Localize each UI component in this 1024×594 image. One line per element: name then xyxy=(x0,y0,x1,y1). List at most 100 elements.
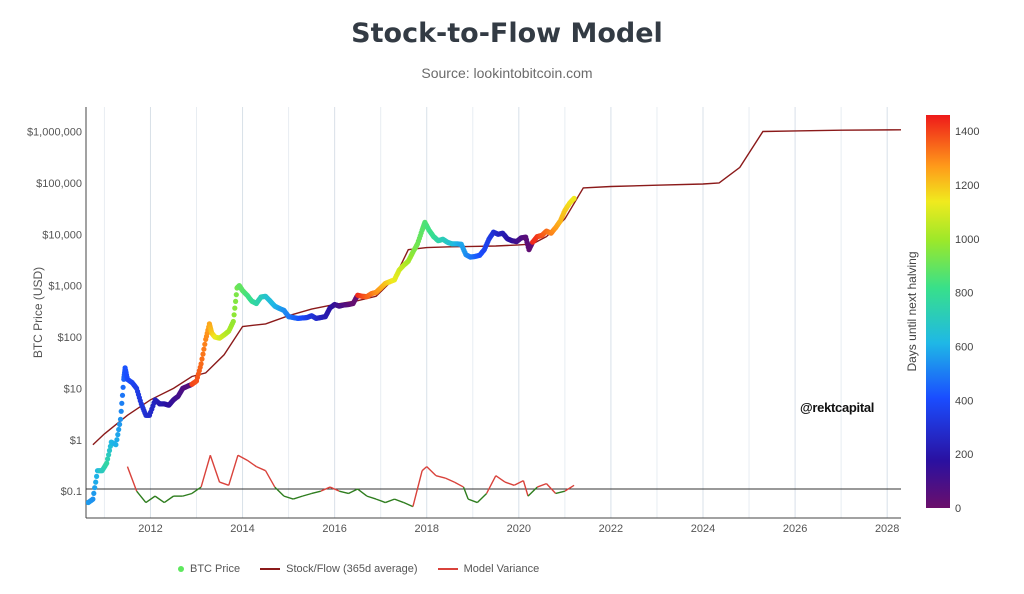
btc-price-point xyxy=(200,351,206,357)
watermark-label: @rektcapital xyxy=(800,400,875,415)
btc-price-point xyxy=(233,298,239,304)
btc-price-point xyxy=(105,456,111,462)
model-variance-segment xyxy=(357,488,368,497)
btc-price-point xyxy=(104,460,110,466)
y-tick-label: $100,000 xyxy=(36,178,82,190)
model-variance-segment xyxy=(154,495,165,504)
btc-price-point xyxy=(113,442,119,448)
x-tick-label: 2028 xyxy=(875,523,899,535)
model-variance-segment xyxy=(527,486,538,497)
chart-legend: BTC Price Stock/Flow (365d average) Mode… xyxy=(178,563,539,575)
colorbar-tick-label: 1000 xyxy=(955,234,979,246)
model-variance-segment xyxy=(513,480,524,486)
btc-price-point xyxy=(118,408,124,414)
x-tick-label: 2022 xyxy=(599,523,623,535)
model-variance-segment xyxy=(136,490,147,503)
model-variance-segment xyxy=(191,486,202,495)
legend-label-btc-price: BTC Price xyxy=(190,563,241,575)
model-variance-segment xyxy=(564,484,575,492)
colorbar-tick-label: 0 xyxy=(955,503,961,515)
model-variance-segment xyxy=(545,483,557,494)
btc-price-point xyxy=(199,356,205,362)
model-variance-segment xyxy=(522,480,529,497)
btc-price-point xyxy=(93,479,99,485)
model-variance-segment xyxy=(394,498,404,504)
y-tick-label: $1,000 xyxy=(48,281,82,293)
colorbar-tick-label: 1400 xyxy=(955,126,979,138)
btc-price-point xyxy=(232,305,238,311)
model-variance-segment xyxy=(421,466,428,472)
model-variance-segment xyxy=(320,486,331,492)
model-variance-segment xyxy=(264,470,276,488)
y-tick-label: $1 xyxy=(70,435,82,447)
colorbar-tick-label: 800 xyxy=(955,288,973,300)
btc-price-point xyxy=(114,437,120,443)
model-variance-segment xyxy=(163,495,174,504)
btc-price-point xyxy=(233,292,239,298)
legend-label-model-variance: Model Variance xyxy=(463,563,540,575)
model-variance-segment xyxy=(182,492,193,497)
btc-price-point xyxy=(117,421,123,427)
model-variance-segment xyxy=(366,495,377,500)
legend-item-model-variance[interactable]: Model Variance xyxy=(437,563,540,575)
model-variance-segment xyxy=(126,466,138,492)
legend-label-stock-flow: Stock/Flow (365d average) xyxy=(286,563,418,575)
legend-marker-model-variance xyxy=(437,568,458,570)
legend-marker-stock-flow xyxy=(260,568,281,570)
legend-marker-btc-price xyxy=(178,566,184,572)
y-tick-label: $1,000,000 xyxy=(27,127,82,139)
btc-price-point xyxy=(119,400,125,406)
model-variance-segment xyxy=(237,454,248,461)
btc-price-point xyxy=(116,426,122,433)
model-variance-segment xyxy=(209,455,221,483)
btc-price-point xyxy=(230,318,236,325)
x-tick-label: 2014 xyxy=(230,523,254,535)
model-variance-segment xyxy=(476,492,488,504)
x-tick-label: 2026 xyxy=(783,523,807,535)
model-variance-segment xyxy=(339,490,349,495)
btc-price-point xyxy=(571,195,577,201)
model-variance-segment xyxy=(555,490,566,495)
x-tick-label: 2024 xyxy=(691,523,715,535)
y-tick-label: $10,000 xyxy=(42,229,82,241)
chart-title: Stock-to-Flow Model xyxy=(351,18,663,49)
btc-price-point xyxy=(106,447,113,454)
model-variance-segment xyxy=(485,475,497,494)
btc-price-point xyxy=(115,432,121,438)
model-variance-segment xyxy=(200,455,211,488)
model-variance-segment xyxy=(504,481,515,486)
y-tick-label: $100 xyxy=(58,332,82,344)
stock-flow-line xyxy=(92,129,901,446)
btc-price-point xyxy=(231,312,237,318)
x-tick-label: 2018 xyxy=(414,523,438,535)
colorbar-tick-label: 200 xyxy=(955,449,973,461)
btc-price-point xyxy=(202,341,208,347)
colorbar-tick-label: 400 xyxy=(955,395,973,407)
btc-price-point xyxy=(90,496,96,502)
btc-price-point xyxy=(106,452,112,458)
x-tick-label: 2012 xyxy=(138,523,162,535)
btc-price-point xyxy=(119,392,126,398)
colorbar-tick-label: 600 xyxy=(955,341,973,353)
y-axis-title: BTC Price (USD) xyxy=(31,267,45,358)
model-variance-segment xyxy=(375,498,386,504)
model-variance-segment xyxy=(426,466,437,477)
model-variance-segment xyxy=(444,477,455,483)
model-variance-segment xyxy=(348,488,358,495)
y-tick-label: $0.1 xyxy=(61,486,82,498)
model-variance-segment xyxy=(219,481,229,486)
x-tick-label: 2016 xyxy=(322,523,346,535)
model-variance-segment xyxy=(302,492,312,497)
legend-item-btc-price[interactable]: BTC Price xyxy=(178,563,240,575)
model-variance-segment xyxy=(403,501,414,508)
model-variance-segment xyxy=(462,486,469,500)
btc-price-point xyxy=(92,485,98,491)
btc-price-point xyxy=(120,384,126,390)
colorbar-title: Days until next halving xyxy=(905,251,919,371)
model-variance-segment xyxy=(283,495,294,500)
model-variance-segment xyxy=(228,455,239,486)
legend-item-stock-flow[interactable]: Stock/Flow (365d average) xyxy=(260,563,418,575)
model-variance-segment xyxy=(435,474,446,479)
model-variance-segment xyxy=(495,475,506,483)
model-variance-segment xyxy=(467,498,478,504)
